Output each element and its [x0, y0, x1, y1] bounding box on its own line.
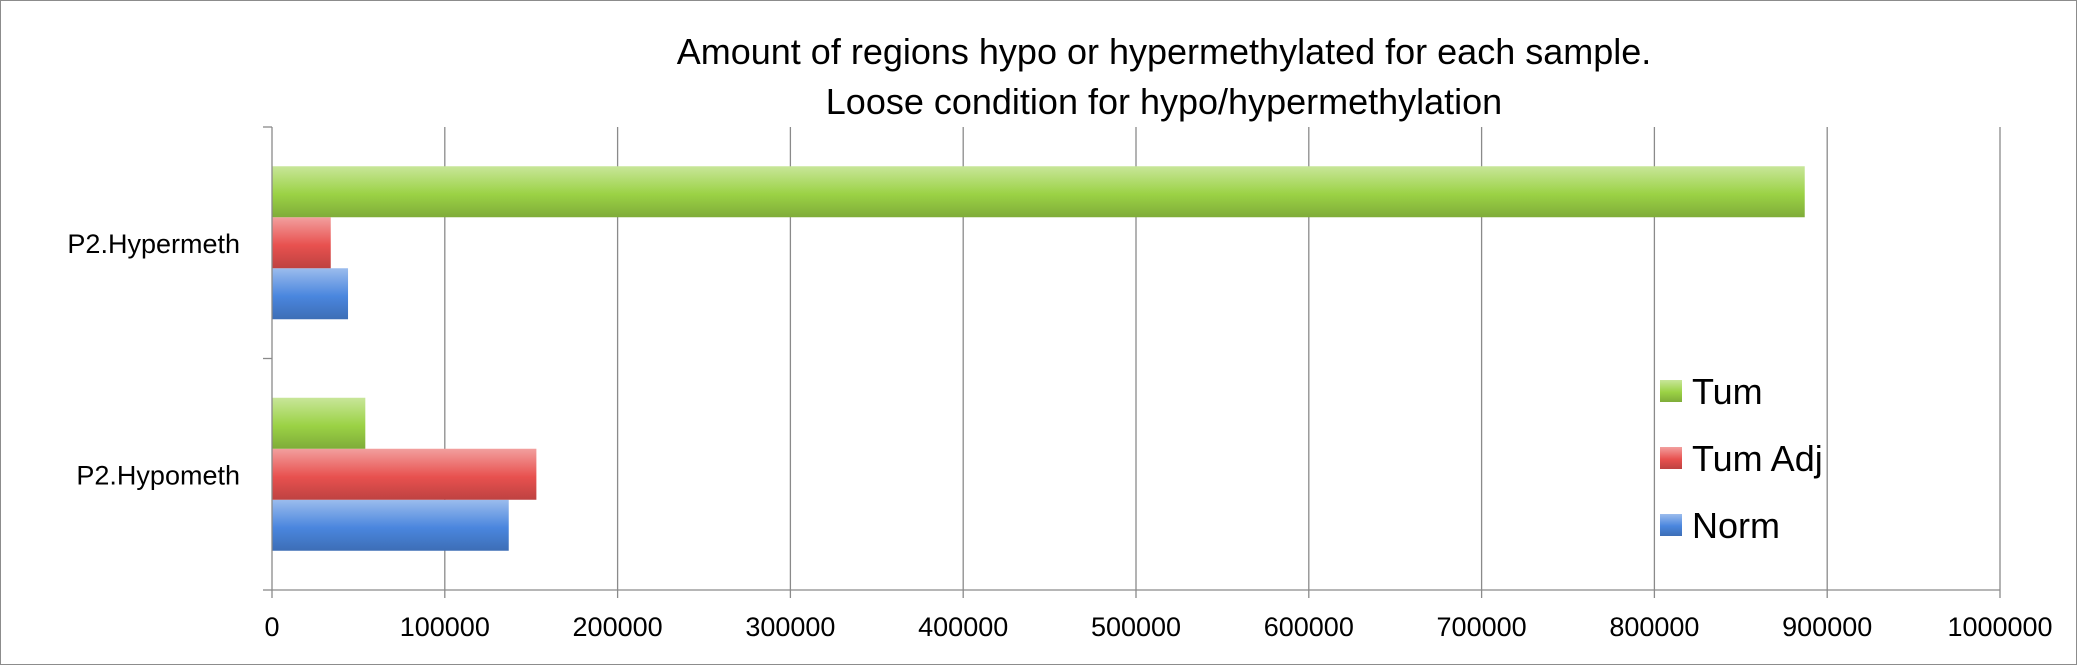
- x-tick-label: 0: [264, 612, 279, 642]
- legend-label-tum: Tum: [1692, 371, 1763, 412]
- x-tick-label: 400000: [918, 612, 1008, 642]
- axes: 0 100000 200000 300000 400000 500000 600000 700…: [67, 126, 2053, 642]
- bar-tum-p2-hypometh: [272, 397, 366, 449]
- legend-swatch-norm: [1660, 514, 1682, 536]
- x-tick-label: 900000: [1782, 612, 1872, 642]
- x-tick-label: 700000: [1437, 612, 1527, 642]
- bar-norm-p2-hypermeth: [272, 268, 349, 320]
- x-tick-label: 800000: [1609, 612, 1699, 642]
- x-tick-label: 500000: [1091, 612, 1181, 642]
- x-tick-label: 200000: [573, 612, 663, 642]
- bar-tum-p2-hypermeth: [272, 166, 1805, 218]
- bar-tum-adj-p2-hypermeth: [272, 217, 331, 269]
- x-tick-label: 300000: [745, 612, 835, 642]
- legend-swatch-tum: [1660, 380, 1682, 402]
- legend: Tum Tum Adj Norm: [1660, 371, 1823, 546]
- y-category-label: P2.Hypometh: [76, 460, 240, 490]
- x-tick-label: 600000: [1264, 612, 1354, 642]
- y-category-label: P2.Hypermeth: [67, 229, 240, 259]
- bars: [272, 166, 1805, 551]
- bar-norm-p2-hypometh: [272, 499, 509, 551]
- x-tick-label: 100000: [400, 612, 490, 642]
- chart-subtitle: Loose condition for hypo/hypermethylatio…: [826, 81, 1502, 122]
- legend-swatch-tum-adj: [1660, 447, 1682, 469]
- chart-title: Amount of regions hypo or hypermethylate…: [677, 31, 1652, 72]
- legend-label-norm: Norm: [1692, 505, 1780, 546]
- legend-label-tum-adj: Tum Adj: [1692, 438, 1823, 479]
- x-tick-label: 1000000: [1947, 612, 2052, 642]
- bar-tum-adj-p2-hypometh: [272, 448, 537, 500]
